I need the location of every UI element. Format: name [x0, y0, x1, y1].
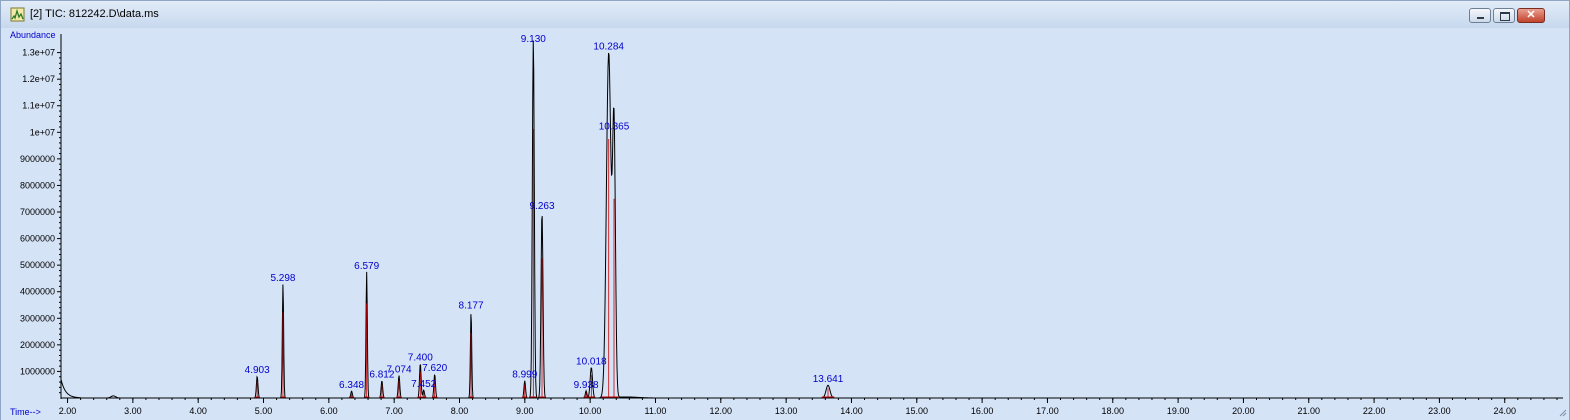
x-axis-label: Time-->	[10, 407, 41, 417]
peak-label: 8.999	[512, 370, 537, 381]
y-tick-label: 1.3e+07	[22, 48, 55, 58]
peak-label: 6.579	[354, 261, 379, 272]
peak-label: 5.298	[270, 273, 295, 284]
chromatogram-trace	[60, 40, 1557, 399]
peak-label: 7.620	[422, 363, 447, 374]
x-tick-label: 20.00	[1232, 406, 1255, 416]
peak-label: 8.177	[459, 301, 484, 312]
maximize-icon	[1500, 12, 1510, 21]
y-tick-label: 1000000	[20, 366, 55, 376]
x-tick-label: 10.00	[579, 406, 602, 416]
x-tick-label: 2.00	[59, 406, 77, 416]
x-tick-label: 14.00	[840, 406, 863, 416]
peak-label: 7.074	[386, 364, 411, 375]
peak-label: 9.130	[521, 34, 546, 45]
y-tick-label: 1e+07	[30, 127, 55, 137]
x-tick-label: 9.00	[516, 406, 534, 416]
x-tick-label: 21.00	[1297, 406, 1320, 416]
x-tick-label: 16.00	[971, 406, 994, 416]
x-tick-label: 22.00	[1363, 406, 1386, 416]
y-tick-label: 5000000	[20, 260, 55, 270]
chromatogram-chart[interactable]: 1000000 2000000 3000000 4000000 5000000 60000…	[1, 28, 1569, 420]
peak-label: 10.018	[576, 356, 607, 367]
close-icon: ✕	[1526, 9, 1536, 21]
x-tick-label: 12.00	[710, 406, 733, 416]
close-button[interactable]: ✕	[1517, 8, 1545, 23]
x-tick-label: 24.00	[1493, 406, 1516, 416]
maximize-button[interactable]	[1493, 8, 1515, 23]
y-tick-label: 7000000	[20, 207, 55, 217]
peak-label: 7.400	[408, 352, 433, 363]
peak-label: 13.641	[813, 374, 844, 385]
peak-label: 9.938	[574, 380, 599, 391]
x-tick-label: 5.00	[255, 406, 273, 416]
peak-label: 7.452	[411, 379, 436, 390]
y-axis-label: Abundance	[10, 30, 56, 40]
y-tick-label: 3000000	[20, 313, 55, 323]
x-tick-label: 17.00	[1036, 406, 1059, 416]
x-tick-label: 11.00	[645, 406, 667, 416]
peak-label: 9.263	[529, 201, 554, 212]
peak-label: 10.365	[599, 121, 630, 132]
plot-background	[1, 28, 1569, 420]
minimize-button[interactable]	[1469, 8, 1491, 23]
x-tick-label: 7.00	[385, 406, 403, 416]
x-tick-label: 3.00	[124, 406, 142, 416]
x-tick-label: 8.00	[451, 406, 469, 416]
peak-label: 6.348	[339, 380, 364, 391]
y-tick-label: 2000000	[20, 340, 55, 350]
y-tick-label: 1.1e+07	[22, 101, 55, 111]
tic-trace-line	[60, 40, 1557, 399]
peak-label: 4.903	[245, 365, 270, 376]
peak-label: 10.284	[593, 42, 624, 53]
chromatogram-app-icon	[10, 7, 25, 22]
x-tick-label: 4.00	[189, 406, 207, 416]
window-title: [2] TIC: 812242.D\data.ms	[30, 8, 159, 20]
x-tick-label: 15.00	[906, 406, 929, 416]
peak-label: 6.812	[369, 370, 394, 381]
y-tick-label: 4000000	[20, 287, 55, 297]
x-tick-label: 6.00	[320, 406, 338, 416]
y-tick-label: 8000000	[20, 180, 55, 190]
x-tick-label: 23.00	[1428, 406, 1451, 416]
minimize-icon	[1477, 17, 1484, 19]
title-bar[interactable]: [2] TIC: 812242.D\data.ms ✕	[1, 1, 1569, 29]
x-tick-label: 19.00	[1167, 406, 1190, 416]
x-tick-label: 18.00	[1102, 406, 1125, 416]
y-tick-label: 9000000	[20, 154, 55, 164]
resize-grip-icon[interactable]	[1559, 409, 1567, 417]
y-tick-label: 6000000	[20, 234, 55, 244]
x-tick-label: 13.00	[775, 406, 798, 416]
y-tick-label: 1.2e+07	[22, 74, 55, 84]
